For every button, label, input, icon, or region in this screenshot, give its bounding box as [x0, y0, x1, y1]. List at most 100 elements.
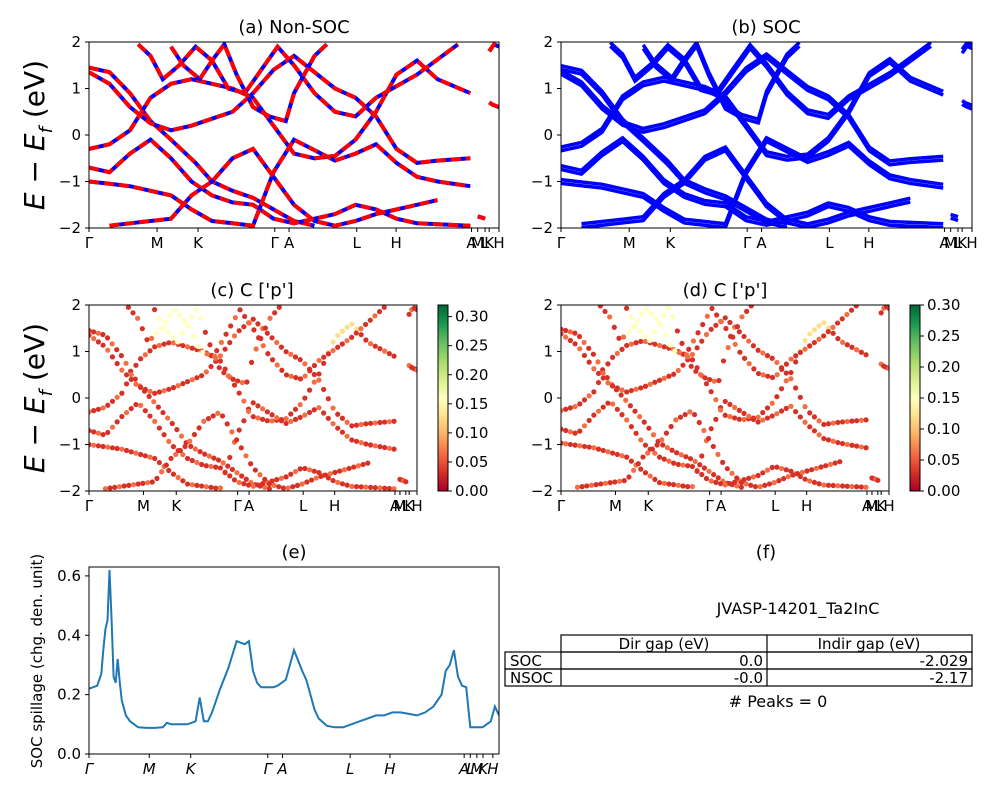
band-point	[156, 425, 162, 431]
band-point	[685, 484, 691, 490]
band-point	[159, 469, 165, 475]
band-point	[619, 412, 625, 418]
band-point	[708, 426, 714, 432]
band-point	[241, 324, 247, 330]
band-point	[675, 482, 681, 488]
band-point	[863, 445, 869, 451]
band-point	[414, 367, 417, 373]
band-point	[168, 455, 174, 462]
band-point	[386, 351, 392, 357]
band-point	[849, 442, 855, 448]
band-point	[621, 334, 627, 340]
band-point	[666, 481, 672, 487]
band-point	[706, 435, 712, 442]
band-point	[274, 415, 280, 421]
band-point	[114, 360, 120, 367]
band-point	[637, 414, 643, 420]
colorbar-tick-label: 0.15	[455, 395, 488, 413]
band-point	[241, 398, 247, 404]
band-point	[161, 388, 167, 394]
band-point	[293, 374, 299, 381]
band-point	[91, 335, 97, 342]
band-point	[830, 330, 836, 336]
band-point	[382, 444, 388, 451]
band-point	[607, 480, 613, 486]
band-point	[561, 326, 564, 332]
band-point	[165, 415, 171, 421]
band-point	[264, 330, 270, 336]
band-point	[693, 368, 699, 374]
band-point	[699, 453, 705, 459]
band-point	[700, 321, 706, 328]
band-point	[311, 379, 317, 385]
band-point	[123, 409, 130, 416]
band-point	[701, 465, 707, 471]
band-point	[632, 408, 638, 414]
band-point	[732, 479, 738, 485]
band-point	[821, 435, 827, 442]
band-point	[363, 421, 369, 427]
band-point	[100, 342, 106, 348]
band-point	[561, 407, 564, 414]
band-point	[561, 440, 564, 446]
ytick-label: −2	[531, 219, 553, 237]
band-point	[750, 416, 757, 422]
ytick-label: 0.6	[57, 567, 81, 585]
band-point	[825, 482, 832, 488]
band-point	[160, 409, 166, 416]
band-point	[647, 337, 653, 344]
band-point	[175, 339, 181, 345]
band-point	[703, 381, 710, 387]
band-point	[686, 346, 692, 352]
band-point	[610, 401, 616, 407]
band-point	[255, 482, 261, 488]
band-point	[567, 337, 573, 344]
band-point	[193, 306, 199, 312]
band-point	[172, 307, 178, 313]
band-point	[144, 337, 150, 343]
band-point	[854, 418, 860, 424]
band-point	[269, 335, 275, 341]
band-point	[687, 456, 694, 462]
band-point	[642, 470, 649, 476]
band-line-soc	[561, 56, 944, 159]
band-point	[262, 325, 268, 331]
band-point	[602, 308, 608, 315]
band-point	[163, 462, 169, 468]
band-point	[367, 420, 374, 426]
xtick-label: Γ	[705, 497, 714, 515]
band-point	[680, 483, 686, 489]
band-point	[274, 362, 280, 368]
band-point	[595, 446, 602, 452]
band-point	[809, 467, 815, 473]
band-point	[112, 484, 118, 490]
band-point	[283, 416, 289, 422]
band-point	[797, 394, 803, 400]
band-point	[645, 450, 651, 456]
band-point	[764, 352, 771, 359]
xtick-label: K	[665, 234, 676, 252]
band-point	[653, 316, 659, 322]
band-point	[711, 471, 717, 478]
band-point	[755, 347, 761, 353]
band-point	[669, 447, 675, 453]
band-point	[109, 341, 115, 347]
band-point	[180, 342, 186, 349]
band-point	[119, 413, 125, 420]
xtick-label: A	[466, 234, 477, 252]
ytick-label: 1	[71, 80, 81, 98]
band-point	[290, 484, 296, 490]
band-point	[690, 338, 696, 344]
band-point	[353, 484, 360, 490]
band-point	[189, 482, 195, 488]
band-point	[363, 484, 369, 490]
band-point	[161, 324, 167, 330]
band-point	[337, 468, 343, 474]
band-point	[142, 352, 148, 358]
band-point	[166, 438, 172, 444]
band-point	[783, 378, 789, 384]
band-point	[581, 397, 588, 403]
band-point	[288, 351, 294, 357]
band-point	[335, 344, 341, 350]
